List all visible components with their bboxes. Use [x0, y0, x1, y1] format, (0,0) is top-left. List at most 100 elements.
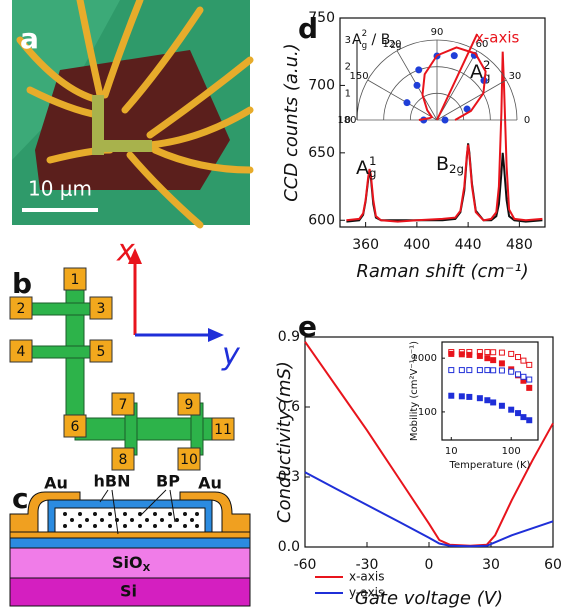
y-tick-label: 0.9 — [278, 329, 300, 345]
marker — [499, 403, 504, 408]
text-part: 2g — [449, 162, 464, 176]
marker — [477, 353, 482, 358]
layer-label: Au — [44, 474, 68, 493]
marker — [477, 396, 482, 401]
text-part: B — [436, 153, 449, 175]
panel-label: a — [20, 22, 39, 55]
x-tick-label: 60 — [544, 557, 562, 573]
marker — [527, 362, 532, 367]
marker — [449, 393, 454, 398]
y-tick-label: 650 — [308, 145, 335, 161]
theta-tick-label: 180 — [337, 115, 356, 126]
x-tick-label: 400 — [404, 237, 431, 253]
theta-tick-label: 150 — [350, 71, 369, 82]
r-tick-label: 3 — [345, 35, 351, 46]
x-tick-label: 100 — [502, 446, 521, 457]
text-part: SiO — [112, 553, 143, 572]
marker — [516, 372, 521, 377]
data-point — [451, 52, 458, 59]
pad-label: 6 — [71, 419, 80, 435]
marker — [509, 369, 514, 374]
marker — [491, 400, 496, 405]
data-point — [415, 66, 422, 73]
text-part: / — [367, 32, 381, 48]
layer-label: BP — [156, 472, 180, 491]
marker — [509, 351, 514, 356]
marker — [467, 352, 472, 357]
legend-label: x-axis — [349, 570, 384, 584]
marker — [459, 368, 464, 373]
panel-label: e — [298, 310, 317, 343]
marker — [485, 368, 490, 373]
axis-y-label: y — [221, 338, 241, 373]
pad-label: 7 — [119, 397, 128, 413]
r-tick-label: 1 — [345, 88, 351, 99]
figure: abcde10 μmxy1234567891011AuhBNBPAuSiOXSi… — [0, 0, 562, 612]
peak-label: A1g — [356, 154, 377, 180]
marker — [516, 355, 521, 360]
pad-label: 8 — [119, 452, 128, 468]
data-point — [442, 117, 449, 124]
x-tick-label: 0 — [425, 557, 434, 573]
pad-label: 2 — [17, 301, 26, 317]
y-axis-label: CCD counts (a.u.) — [281, 43, 302, 202]
panel-label: c — [12, 482, 29, 515]
text-part: A — [356, 157, 369, 179]
text-part: X — [143, 563, 151, 574]
marker — [516, 411, 521, 416]
text-part: B — [381, 32, 391, 48]
marker — [477, 368, 482, 373]
data-point — [403, 99, 410, 106]
plot-frame — [340, 18, 545, 227]
pad-label: 5 — [97, 344, 106, 360]
y-tick-label: 700 — [308, 77, 335, 93]
marker — [521, 415, 526, 420]
marker — [527, 377, 532, 382]
marker — [521, 358, 526, 363]
x-tick-label: -60 — [294, 557, 317, 573]
x-axis-label: Temperature (K) — [449, 460, 531, 471]
marker — [459, 352, 464, 357]
y-tick-label: 100 — [418, 407, 437, 418]
y-axis-label: Mobility (cm²V⁻¹s⁻¹) — [409, 341, 420, 441]
axis-arrows — [128, 248, 224, 342]
x-tick-label: 10 — [445, 446, 458, 457]
x-tick-label: 480 — [506, 237, 533, 253]
x-tick-label: 30 — [482, 557, 500, 573]
text-part: 2g — [390, 41, 401, 51]
marker — [499, 361, 504, 366]
marker — [491, 350, 496, 355]
x-axis-label: Raman shift (cm⁻¹) — [356, 261, 528, 282]
data-point — [414, 82, 421, 89]
layer-label: Si — [120, 582, 137, 601]
marker — [485, 398, 490, 403]
x-tick-label: 440 — [455, 237, 482, 253]
marker — [491, 368, 496, 373]
marker — [467, 368, 472, 373]
marker — [449, 351, 454, 356]
peak-label: B2g — [436, 153, 464, 176]
marker — [499, 350, 504, 355]
marker — [485, 350, 490, 355]
arrow-label: x-axis — [475, 29, 520, 47]
text-part: g — [369, 166, 376, 180]
layer-label: hBN — [94, 472, 131, 491]
pad-label: 9 — [185, 397, 194, 413]
marker — [459, 394, 464, 399]
series-line — [305, 472, 553, 546]
marker — [527, 385, 532, 390]
device-diagram — [32, 280, 215, 455]
axis-x-label: x — [116, 234, 135, 269]
marker — [527, 418, 532, 423]
legend-label: y-axis — [349, 586, 384, 600]
marker — [467, 394, 472, 399]
pad-label: 3 — [97, 301, 106, 317]
y-tick-label: 750 — [308, 10, 335, 26]
pad-label: 10 — [180, 452, 198, 468]
marker — [485, 356, 490, 361]
theta-tick-label: 0 — [524, 115, 530, 126]
pad-label: 11 — [214, 422, 232, 438]
pad-label: 1 — [71, 272, 80, 288]
y-tick-label: 0.0 — [278, 539, 300, 555]
marker — [509, 407, 514, 412]
